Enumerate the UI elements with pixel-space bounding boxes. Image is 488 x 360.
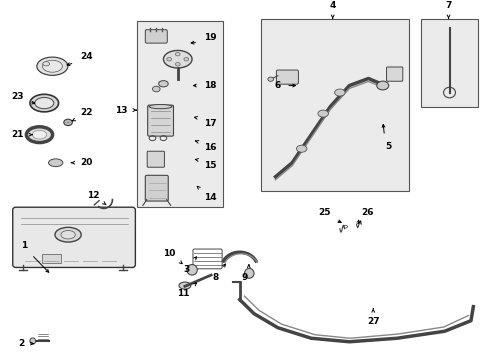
Ellipse shape [334, 89, 345, 96]
FancyBboxPatch shape [145, 30, 167, 43]
FancyBboxPatch shape [386, 67, 402, 81]
Text: 26: 26 [361, 208, 373, 217]
Ellipse shape [48, 159, 63, 167]
Ellipse shape [55, 227, 81, 242]
Ellipse shape [244, 269, 253, 278]
Bar [420, 19, 477, 107]
Text: 20: 20 [80, 158, 92, 167]
Text: 14: 14 [203, 193, 216, 202]
Text: 11: 11 [177, 289, 189, 298]
Ellipse shape [267, 77, 273, 81]
Ellipse shape [183, 58, 188, 61]
Ellipse shape [26, 127, 53, 143]
FancyBboxPatch shape [147, 105, 173, 136]
Ellipse shape [63, 119, 72, 126]
Ellipse shape [175, 63, 180, 66]
Text: 4: 4 [329, 1, 335, 10]
Ellipse shape [376, 81, 388, 90]
Text: 18: 18 [203, 81, 216, 90]
Text: 2: 2 [18, 339, 24, 348]
Ellipse shape [179, 282, 190, 289]
Ellipse shape [296, 145, 306, 152]
Text: 5: 5 [385, 142, 390, 151]
Bar [137, 21, 223, 207]
Text: 22: 22 [80, 108, 92, 117]
Ellipse shape [159, 81, 168, 87]
Ellipse shape [317, 110, 328, 117]
Text: 27: 27 [366, 317, 379, 326]
FancyBboxPatch shape [145, 175, 168, 201]
FancyBboxPatch shape [147, 151, 164, 167]
Ellipse shape [166, 58, 171, 61]
Ellipse shape [37, 57, 68, 75]
Text: 6: 6 [273, 81, 280, 90]
Text: 24: 24 [80, 52, 92, 61]
Text: 17: 17 [203, 119, 216, 128]
Bar [261, 19, 408, 191]
Text: 9: 9 [242, 273, 248, 282]
Text: 8: 8 [212, 273, 218, 282]
Ellipse shape [42, 60, 62, 72]
Text: 1: 1 [21, 242, 27, 251]
Text: 13: 13 [115, 105, 127, 114]
Text: 12: 12 [86, 190, 99, 199]
Bar [42, 254, 61, 263]
Ellipse shape [152, 86, 160, 92]
Ellipse shape [30, 338, 36, 344]
Ellipse shape [43, 62, 49, 66]
Text: 23: 23 [11, 92, 23, 101]
Text: 25: 25 [317, 208, 329, 217]
Ellipse shape [175, 53, 180, 56]
Ellipse shape [163, 50, 192, 68]
Ellipse shape [30, 94, 59, 112]
Ellipse shape [35, 98, 54, 109]
Text: 7: 7 [445, 1, 451, 10]
Text: 19: 19 [203, 33, 216, 42]
Ellipse shape [32, 130, 46, 139]
Text: 16: 16 [203, 143, 216, 152]
Text: 15: 15 [203, 161, 216, 170]
Text: 3: 3 [183, 265, 189, 274]
Ellipse shape [61, 230, 75, 239]
Ellipse shape [186, 265, 197, 275]
Text: 21: 21 [11, 130, 23, 139]
Text: 10: 10 [163, 248, 175, 257]
FancyBboxPatch shape [276, 70, 298, 84]
Ellipse shape [149, 104, 172, 109]
FancyBboxPatch shape [13, 207, 135, 267]
